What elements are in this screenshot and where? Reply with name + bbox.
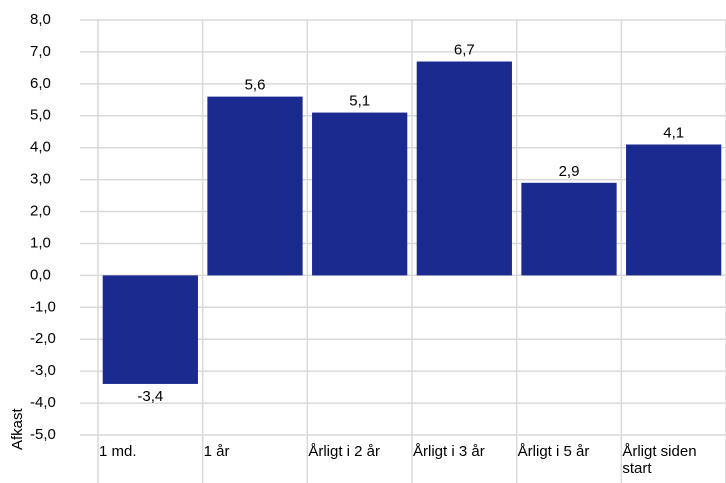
y-tick-label: 5,0 (30, 107, 51, 124)
y-tick-label: 3,0 (30, 171, 51, 188)
bar (416, 61, 512, 276)
y-tick-label: -5,0 (30, 426, 56, 443)
y-tick-label: 0,0 (30, 266, 51, 283)
bar (626, 144, 722, 276)
y-tick-label: -4,0 (30, 394, 56, 411)
x-tick-label: 1 md. (99, 443, 137, 460)
y-tick-label: 7,0 (30, 43, 51, 60)
y-axis-title: Afkast (9, 407, 26, 450)
bar (102, 275, 198, 384)
bar (521, 182, 617, 276)
x-tick-label: Årligt i 5 år (517, 443, 590, 460)
bar (207, 96, 303, 276)
y-tick-label: 1,0 (30, 234, 51, 251)
y-tick-label: -2,0 (30, 330, 56, 347)
y-tick-label: 4,0 (30, 139, 51, 156)
value-label: -3,4 (137, 388, 163, 405)
value-label: 5,6 (245, 77, 266, 94)
value-label: 4,1 (663, 124, 684, 141)
value-label: 6,7 (454, 41, 475, 58)
y-tick-label: -1,0 (30, 298, 56, 315)
y-tick-label: 6,0 (30, 75, 51, 92)
value-label: 2,9 (559, 163, 580, 180)
x-tick-label: Årligt i 2 år (308, 443, 381, 460)
y-tick-label: -3,0 (30, 362, 56, 379)
bar (312, 112, 408, 276)
x-tick-label: Årligt i 3 år (413, 443, 485, 460)
value-label: 5,1 (349, 93, 370, 110)
y-tick-label: 2,0 (30, 203, 51, 220)
y-tick-label: 8,0 (30, 11, 51, 28)
x-tick-label: 1 år (203, 443, 230, 460)
x-tick-label: Årligt siden start (622, 443, 697, 477)
